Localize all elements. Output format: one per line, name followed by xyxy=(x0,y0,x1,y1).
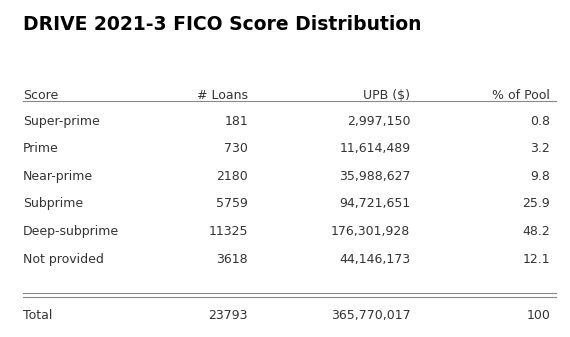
Text: Prime: Prime xyxy=(23,142,59,155)
Text: 35,988,627: 35,988,627 xyxy=(339,170,410,183)
Text: 176,301,928: 176,301,928 xyxy=(331,225,410,238)
Text: Score: Score xyxy=(23,89,58,102)
Text: % of Pool: % of Pool xyxy=(492,89,550,102)
Text: 94,721,651: 94,721,651 xyxy=(339,197,410,211)
Text: 0.8: 0.8 xyxy=(530,115,550,128)
Text: Deep-subprime: Deep-subprime xyxy=(23,225,119,238)
Text: 23793: 23793 xyxy=(209,309,248,323)
Text: Total: Total xyxy=(23,309,52,323)
Text: 730: 730 xyxy=(224,142,248,155)
Text: 11,614,489: 11,614,489 xyxy=(339,142,410,155)
Text: 365,770,017: 365,770,017 xyxy=(331,309,410,323)
Text: UPB ($): UPB ($) xyxy=(364,89,410,102)
Text: 12.1: 12.1 xyxy=(523,253,550,266)
Text: 25.9: 25.9 xyxy=(522,197,550,211)
Text: DRIVE 2021-3 FICO Score Distribution: DRIVE 2021-3 FICO Score Distribution xyxy=(23,15,421,34)
Text: 11325: 11325 xyxy=(209,225,248,238)
Text: 100: 100 xyxy=(526,309,550,323)
Text: 9.8: 9.8 xyxy=(530,170,550,183)
Text: 181: 181 xyxy=(224,115,248,128)
Text: 2180: 2180 xyxy=(216,170,248,183)
Text: Not provided: Not provided xyxy=(23,253,104,266)
Text: 3.2: 3.2 xyxy=(530,142,550,155)
Text: 5759: 5759 xyxy=(216,197,248,211)
Text: 44,146,173: 44,146,173 xyxy=(339,253,410,266)
Text: Near-prime: Near-prime xyxy=(23,170,93,183)
Text: Subprime: Subprime xyxy=(23,197,83,211)
Text: Super-prime: Super-prime xyxy=(23,115,100,128)
Text: # Loans: # Loans xyxy=(197,89,248,102)
Text: 3618: 3618 xyxy=(217,253,248,266)
Text: 2,997,150: 2,997,150 xyxy=(347,115,410,128)
Text: 48.2: 48.2 xyxy=(522,225,550,238)
